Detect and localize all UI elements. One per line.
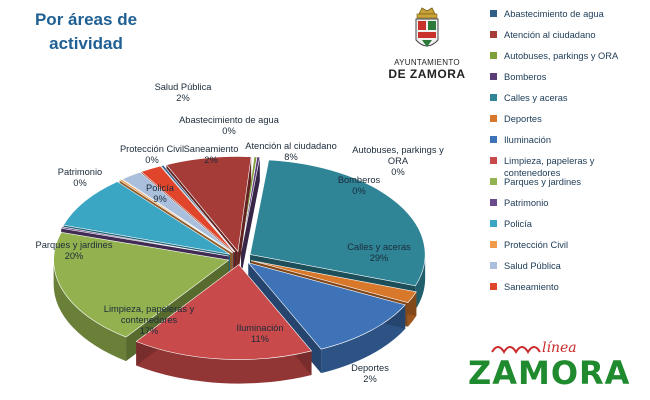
- legend-label: Abastecimiento de agua: [504, 9, 604, 19]
- legend-label: Parques y jardines: [504, 177, 581, 187]
- legend-swatch: [490, 10, 497, 17]
- legend-swatch: [490, 220, 497, 227]
- brand-word: ZAMORA: [468, 354, 631, 392]
- logo-line1: AYUNTAMIENTO: [394, 58, 460, 67]
- legend-label: Saneamiento: [504, 282, 559, 292]
- data-label: Protección Civil 0%: [120, 144, 184, 165]
- pie-slice: [160, 164, 236, 253]
- legend-item: Calles y aceras: [490, 92, 650, 113]
- pie-slice: [121, 171, 234, 253]
- pie-slice-wall: [321, 304, 406, 374]
- pie-slice: [165, 156, 252, 253]
- legend-label: Patrimonio: [504, 198, 549, 208]
- legend-swatch: [490, 136, 497, 143]
- legend-swatch: [490, 262, 497, 269]
- legend-label: Deportes: [504, 114, 542, 124]
- pie-slice-wall: [415, 254, 426, 310]
- pie-slice: [53, 231, 230, 338]
- legend-label: Calles y aceras: [504, 93, 568, 103]
- legend-swatch: [490, 73, 497, 80]
- legend-label: Protección Civil: [504, 240, 569, 250]
- data-label: Saneamiento 2%: [184, 144, 239, 165]
- data-label: Policía 9%: [146, 183, 175, 204]
- legend-swatch: [490, 94, 497, 101]
- legend-item: Bomberos: [490, 71, 650, 92]
- legend-swatch: [490, 241, 497, 248]
- legend-swatch: [490, 178, 497, 185]
- legend-label: Salud Pública: [504, 261, 561, 271]
- pie-slice: [63, 181, 231, 255]
- legend-swatch: [490, 157, 497, 164]
- legend-item: Abastecimiento de agua: [490, 8, 650, 29]
- pie-slice: [60, 226, 229, 257]
- pie-slice: [135, 264, 313, 360]
- data-label: Patrimonio 0%: [58, 167, 102, 188]
- chart-title: Por áreas de actividad: [34, 10, 138, 53]
- data-label: Deportes 2%: [351, 363, 389, 384]
- ayuntamiento-logo-text: AYUNTAMIENTO DE ZAMORA: [384, 58, 470, 81]
- data-label: Calles y aceras 29%: [347, 242, 411, 263]
- pie-slice: [249, 159, 426, 287]
- legend-item: Limpieza, papeleras y contenedores: [490, 155, 650, 178]
- pie-slice-edge: [241, 156, 260, 276]
- legend-item: Policía: [490, 218, 650, 239]
- legend-label: Policía: [504, 219, 532, 229]
- legend-item: Saneamiento: [490, 281, 650, 302]
- legend-label: Bomberos: [504, 72, 547, 82]
- legend-label: Atención al ciudadano: [504, 30, 596, 40]
- linea-zamora-logo: línea ZAMORA: [462, 336, 642, 396]
- pie-slice: [240, 156, 261, 252]
- pie-slice-wall: [53, 260, 127, 362]
- legend-item: Autobuses, parkings y ORA: [490, 50, 650, 71]
- legend-item: Deportes: [490, 113, 650, 134]
- data-label: Salud Pública 2%: [155, 82, 213, 103]
- legend-label: Iluminación: [504, 135, 552, 145]
- pie-slice-wall: [136, 341, 312, 384]
- data-label: Limpieza, papeleras y contenedores 17%: [104, 304, 195, 336]
- pie-slice: [250, 260, 417, 304]
- legend-item: Salud Pública: [490, 260, 650, 281]
- legend-item: Iluminación: [490, 134, 650, 155]
- data-label: Autobuses, parkings y ORA 0%: [352, 145, 444, 177]
- legend-item: Atención al ciudadano: [490, 29, 650, 50]
- legend-item: Protección Civil: [490, 239, 650, 260]
- legend: Abastecimiento de agua Atención al ciudad…: [490, 8, 650, 302]
- data-label: Abastecimiento de agua 0%: [179, 115, 280, 136]
- legend-swatch: [490, 115, 497, 122]
- legend-swatch: [490, 31, 497, 38]
- pie-slice: [118, 178, 233, 254]
- ayuntamiento-crest-logo: [392, 4, 462, 84]
- data-label: Atención al ciudadano 8%: [245, 141, 337, 162]
- legend-swatch: [490, 52, 497, 59]
- pie-slice: [247, 262, 406, 350]
- legend-swatch: [490, 283, 497, 290]
- legend-item: Patrimonio: [490, 197, 650, 218]
- legend-label: Limpieza, papeleras y contenedores: [504, 156, 595, 178]
- legend-item: Parques y jardines: [490, 176, 650, 197]
- data-label: Bomberos 0%: [338, 175, 381, 196]
- data-label: Parques y jardines 20%: [36, 240, 113, 261]
- brand-script: línea: [542, 340, 577, 356]
- legend-label: Autobuses, parkings y ORA: [504, 51, 619, 61]
- pie-slice: [140, 165, 235, 253]
- pie-slice-edge: [237, 156, 252, 276]
- logo-line2: DE ZAMORA: [388, 67, 466, 81]
- legend-swatch: [490, 199, 497, 206]
- data-label: Iluminación 11%: [236, 323, 283, 344]
